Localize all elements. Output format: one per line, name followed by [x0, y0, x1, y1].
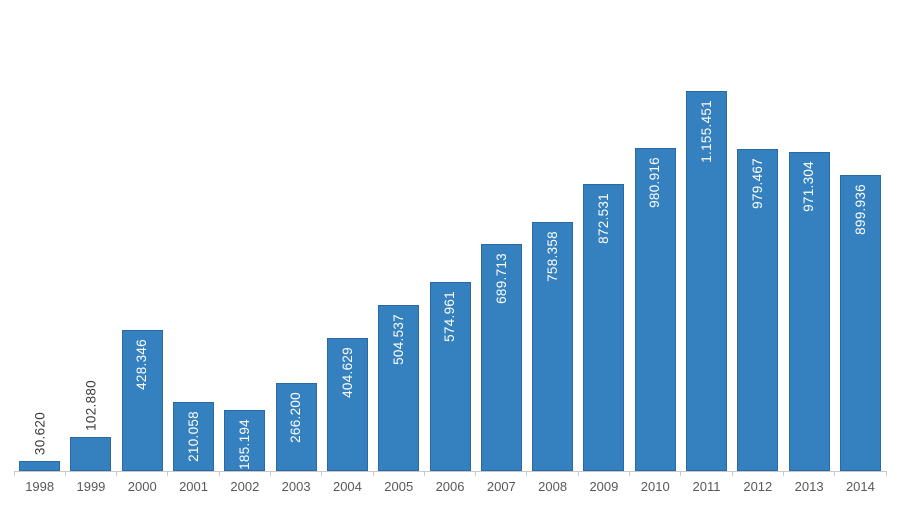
value-label-2003: 266.200 — [288, 392, 304, 443]
value-label-2010: 980.916 — [647, 157, 663, 208]
bar-2001: 210.058 — [173, 402, 215, 471]
x-axis-label-2008: 2008 — [538, 479, 568, 494]
value-label-1998: 30.620 — [31, 411, 47, 455]
value-label-2012: 979.467 — [750, 158, 766, 209]
x-axis-tick — [782, 471, 784, 476]
x-axis-tick — [13, 471, 15, 476]
bar-2005: 504.537 — [378, 305, 420, 471]
bar-category-2007: 689.713 — [476, 91, 527, 471]
x-axis-labels: 1998 1999 2000 2001 2002 2003 2004 2005 2006 2007… — [14, 479, 886, 495]
x-axis-tick — [680, 471, 682, 476]
bar-2006: 574.961 — [429, 282, 471, 471]
x-axis-label-2002: 2002 — [230, 479, 260, 494]
bar-2000: 428.346 — [121, 330, 163, 471]
x-axis-tick — [629, 471, 631, 476]
bar-2004: 404.629 — [326, 338, 368, 471]
x-axis-label-2004: 2004 — [332, 479, 362, 494]
value-label-2013: 971.304 — [801, 161, 817, 212]
x-axis-label-2003: 2003 — [281, 479, 311, 494]
x-axis-label-2007: 2007 — [486, 479, 516, 494]
bar-category-2010: 980.916 — [630, 91, 681, 471]
x-axis-tick — [116, 471, 118, 476]
x-axis-tick — [321, 471, 323, 476]
bar-category-2002: 185.194 — [219, 91, 270, 471]
x-axis-label-2010: 2010 — [640, 479, 670, 494]
x-axis-tick — [64, 471, 66, 476]
bar-category-1999: 102.880 — [65, 91, 116, 471]
value-label-2005: 504.537 — [390, 314, 406, 365]
bar-2008: 758.358 — [532, 222, 574, 471]
bar-category-2008: 758.358 — [527, 91, 578, 471]
bar-2011: 1.155.451 — [686, 91, 727, 471]
value-label-2002: 185.194 — [237, 419, 253, 470]
x-axis-tick — [167, 471, 169, 476]
x-axis-label-1999: 1999 — [76, 479, 106, 494]
bar-category-2011: 1.155.451 — [681, 91, 732, 471]
x-axis-tick — [218, 471, 220, 476]
x-axis-label-2014: 2014 — [845, 479, 875, 494]
x-axis-label-2005: 2005 — [384, 479, 414, 494]
plot-area: 30.620 102.880 428.346 210.058 185.194 266.20… — [13, 91, 887, 476]
x-axis-tick — [885, 471, 887, 476]
bar-2014: 899.936 — [839, 175, 881, 471]
bar-1999 — [70, 437, 112, 471]
value-label-2014: 899.936 — [852, 184, 868, 235]
value-label-2000: 428.346 — [134, 339, 150, 390]
value-label-1999: 102.880 — [83, 380, 99, 431]
x-axis-tick — [731, 471, 733, 476]
x-axis-label-1998: 1998 — [25, 479, 55, 494]
bar-category-2000: 428.346 — [117, 91, 168, 471]
bar-category-2005: 504.537 — [373, 91, 424, 471]
bar-category-2013: 971.304 — [783, 91, 834, 471]
bar-2003: 266.200 — [275, 383, 317, 471]
value-label-2006: 574.961 — [442, 291, 458, 342]
x-axis-tick — [577, 471, 579, 476]
bar-category-2014: 899.936 — [835, 91, 886, 471]
bar-category-1998: 30.620 — [14, 91, 65, 471]
x-axis-label-2001: 2001 — [179, 479, 208, 494]
bar-1998 — [19, 461, 61, 471]
bar-category-2009: 872.531 — [578, 91, 629, 471]
bar-category-2001: 210.058 — [168, 91, 219, 471]
x-axis-label-2011: 2011 — [692, 479, 721, 494]
bar-category-2006: 574.961 — [424, 91, 475, 471]
x-axis-label-2012: 2012 — [743, 479, 773, 494]
bar-2012: 979.467 — [737, 149, 779, 471]
bar-2007: 689.713 — [480, 244, 522, 471]
x-axis-label-2000: 2000 — [127, 479, 157, 494]
value-label-2001: 210.058 — [185, 411, 201, 462]
value-label-2004: 404.629 — [339, 347, 355, 398]
bar-category-2004: 404.629 — [322, 91, 373, 471]
x-axis-tick — [372, 471, 374, 476]
x-axis-tick — [526, 471, 528, 476]
x-axis-label-2006: 2006 — [435, 479, 465, 494]
bar-category-2003: 266.200 — [270, 91, 321, 471]
bar-category-2012: 979.467 — [732, 91, 783, 471]
bar-2013: 971.304 — [788, 152, 830, 471]
value-label-2009: 872.531 — [596, 193, 612, 244]
x-axis-tick — [475, 471, 477, 476]
bar-2009: 872.531 — [583, 184, 625, 471]
x-axis-tick — [269, 471, 271, 476]
x-axis-tick — [423, 471, 425, 476]
value-label-2008: 758.358 — [544, 231, 560, 282]
x-axis-label-2009: 2009 — [589, 479, 619, 494]
x-axis-tick — [834, 471, 836, 476]
value-label-2007: 689.713 — [493, 253, 509, 304]
x-axis-label-2013: 2013 — [794, 479, 824, 494]
value-label-2011: 1.155.451 — [698, 100, 714, 163]
bar-2010: 980.916 — [634, 148, 676, 471]
bar-2002: 185.194 — [224, 410, 266, 471]
